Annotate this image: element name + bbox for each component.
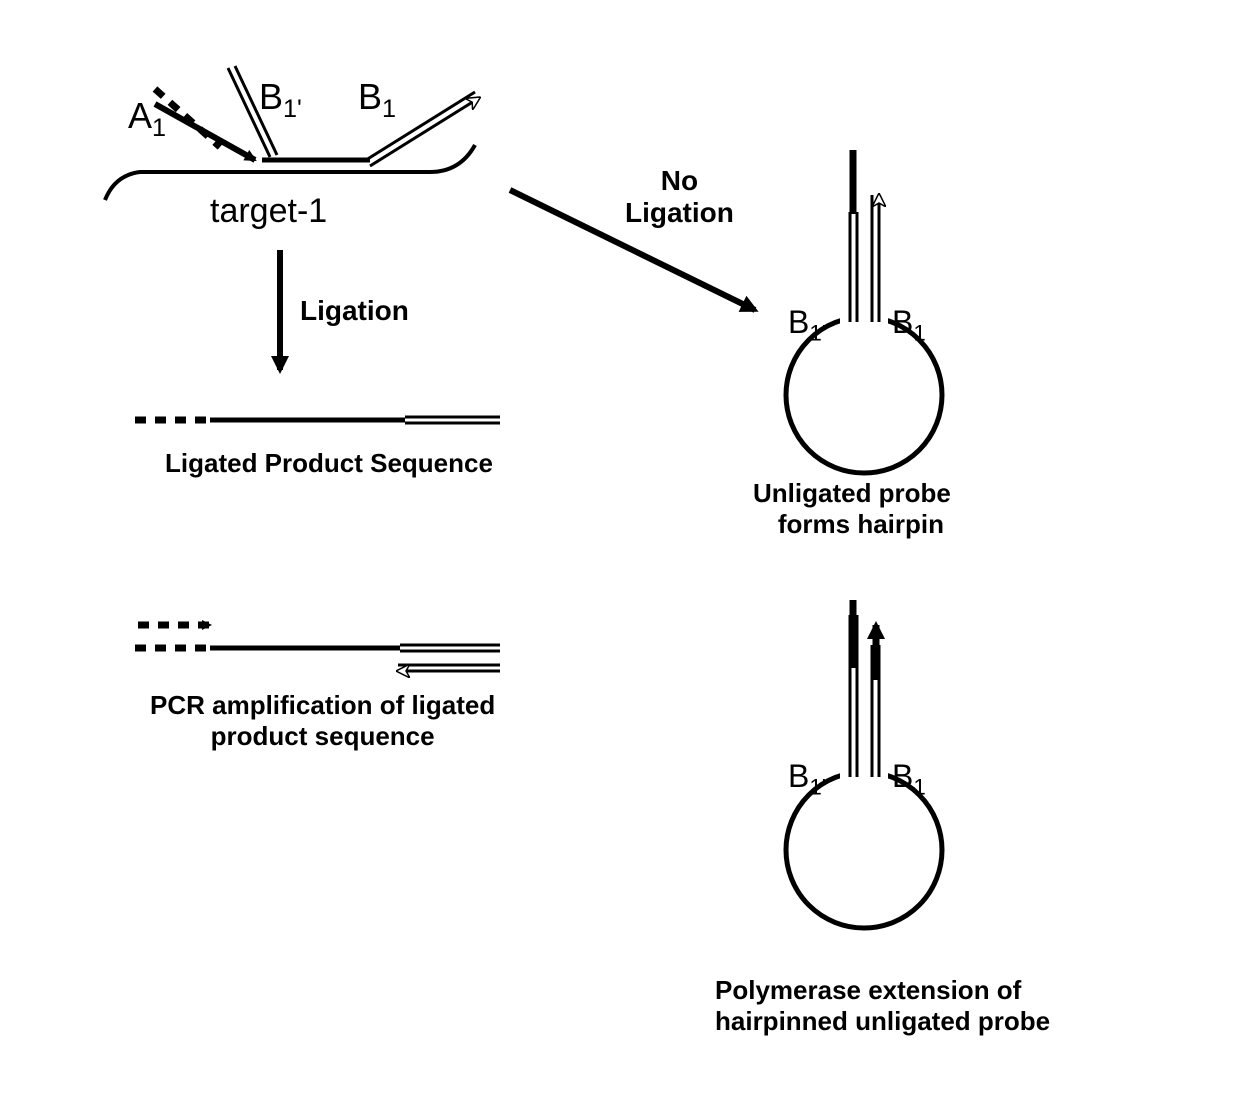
label-unligated: Unligated probe forms hairpin — [753, 478, 951, 540]
label-target1: target-1 — [210, 192, 327, 231]
label-pcr: PCR amplification of ligated product seq… — [150, 690, 495, 752]
label-b1-top: B1 — [358, 76, 396, 124]
label-hp2-b1: B1 — [892, 758, 926, 800]
hairpin2-mask — [840, 765, 888, 785]
hairpin1-mask — [840, 310, 888, 330]
label-a1: A1 — [128, 95, 166, 143]
label-hp1-b1prime: B1' — [788, 304, 826, 346]
label-b1prime-top: B1' — [259, 76, 302, 124]
label-ligation: Ligation — [300, 295, 409, 327]
label-hp1-b1: B1 — [892, 304, 926, 346]
ligation-diagram: A1 B1' B1 target-1 No Ligation Ligation … — [0, 0, 1240, 1104]
a1-solid-arrow — [155, 104, 255, 160]
diagram-svg — [0, 0, 1240, 1104]
label-ligated-product: Ligated Product Sequence — [165, 448, 493, 479]
label-no-ligation: No Ligation — [625, 165, 734, 229]
label-polymerase: Polymerase extension of hairpinned unlig… — [715, 975, 1050, 1037]
label-hp2-b1prime: B1' — [788, 758, 826, 800]
